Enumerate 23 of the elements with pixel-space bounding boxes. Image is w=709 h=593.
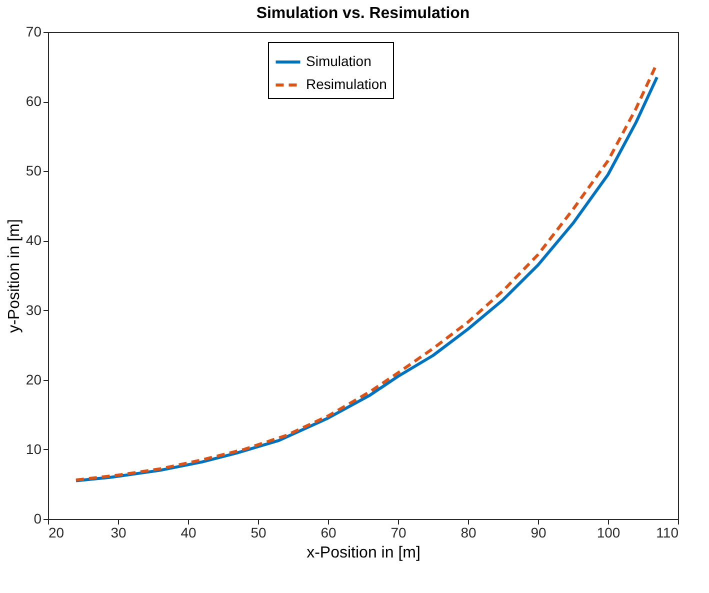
legend-label: Resimulation: [306, 76, 387, 92]
y-axis-title: y-Position in [m]: [6, 219, 23, 333]
x-tick-label: 40: [180, 524, 196, 540]
x-tick-label: 60: [320, 524, 336, 540]
chart-title: Simulation vs. Resimulation: [256, 5, 470, 22]
x-tick-label: 110: [656, 524, 679, 540]
y-tick-label: 20: [26, 371, 42, 388]
legend-label: Simulation: [306, 53, 372, 69]
y-tick-label: 40: [26, 232, 42, 248]
x-tick-label: 90: [530, 524, 546, 540]
y-tick-label: 30: [26, 302, 42, 318]
x-tick-label: 70: [390, 524, 406, 540]
x-tick-label: 100: [596, 524, 620, 540]
x-tick-label: 30: [110, 524, 126, 540]
x-axis-title: x-Position in [m]: [306, 544, 420, 562]
y-tick-label: 50: [26, 162, 42, 179]
y-tick-label: 60: [26, 93, 42, 110]
x-tick-label: 80: [460, 524, 476, 540]
x-tick-label: 20: [48, 524, 64, 540]
y-tick-label: 70: [26, 24, 42, 40]
y-tick-label: 10: [26, 440, 42, 457]
x-tick-label: 50: [250, 524, 266, 540]
y-tick-label: 0: [34, 510, 42, 526]
